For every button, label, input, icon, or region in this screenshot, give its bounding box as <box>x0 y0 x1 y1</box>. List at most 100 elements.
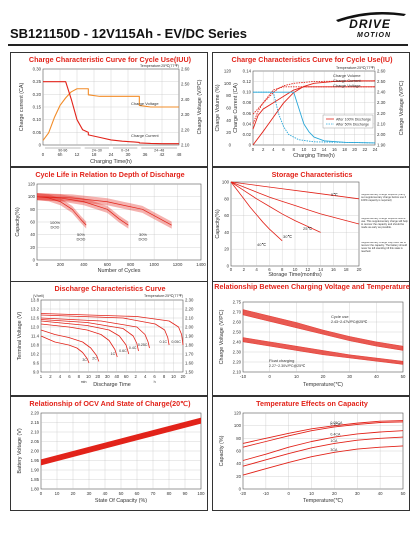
y-axis-label: Capacity (%) <box>219 435 225 466</box>
x-tick-label: 6 <box>282 147 285 152</box>
x-tick-label: 14 <box>318 267 323 272</box>
y-tick-label: 1.70 <box>185 352 194 357</box>
x-tick-label: 8 <box>163 374 166 379</box>
y-tick-label: 120 <box>234 411 242 416</box>
series-charge-voltage <box>42 88 179 141</box>
header-divider <box>8 44 408 46</box>
y-axis-label: Charge Volume (%) <box>215 84 221 131</box>
chart-panel-iuu: Charge Characteristic Curve for Cycle Us… <box>10 52 208 167</box>
x-tick-label: 10 <box>171 374 176 379</box>
y-tick-label: 2.05 <box>31 439 40 444</box>
x-tick-label: 10 <box>293 267 298 272</box>
y-tick-label: 2.20 <box>31 411 40 416</box>
x-tick-label: 24 <box>373 147 378 152</box>
unit-label: (V/cell) <box>33 294 44 298</box>
y-tick-label: 2.10 <box>233 370 242 375</box>
series-label-rate: 0.25C <box>138 343 148 347</box>
x-tick-label: 20 <box>181 374 186 379</box>
series-label-dod: 100% DOD <box>50 220 61 230</box>
y-tick-label: 1.85 <box>31 477 40 482</box>
x-tick-label: 2 <box>49 374 52 379</box>
bracket-label: 24~48 <box>154 149 164 153</box>
y-tick-label: 100 <box>234 423 242 428</box>
x-axis-label: Charging Time(h) <box>90 159 132 165</box>
series-label-rate: 0.4C <box>129 346 137 350</box>
x-tick-label: 60 <box>124 374 129 379</box>
y-tick-label: 2.30 <box>233 350 242 355</box>
x-tick-label: 40 <box>378 491 383 496</box>
y-tick-label: 1.90 <box>31 468 40 473</box>
y-tick-label: 40 <box>224 230 229 235</box>
bracket-label: 0~24 <box>121 149 129 153</box>
series-line-2 <box>230 181 360 225</box>
y-tick-label: 2.70 <box>233 310 242 315</box>
series-label-rate: 0.05CA <box>330 421 343 425</box>
x-tick-label: 70 <box>151 491 156 496</box>
series-line-0 <box>40 335 90 364</box>
chart-title: Charge Characteristic Curve for Cycle Us… <box>29 55 192 64</box>
chart-panel-cycle-life: Cycle Life in Relation to Depth of Disch… <box>10 167 208 282</box>
annotation-float-sub: 2.27~2.30V/PC@25℃ <box>269 364 306 368</box>
x-tick-label: 22 <box>362 147 367 152</box>
y-tick-label: 2.15 <box>31 420 40 425</box>
x-tick-label: 1000 <box>149 262 159 267</box>
y-tick-label: 10.8 <box>31 343 40 348</box>
x-tick-label: 0 <box>230 267 233 272</box>
x-tick-label: 90 <box>183 491 188 496</box>
y-tick-label: 1.80 <box>185 343 194 348</box>
storage-note: Supplementary charge required before use… <box>361 218 408 229</box>
y-tick-label: 2.50 <box>233 330 242 335</box>
chart-title: Temperature Effects on Capacity <box>256 399 368 408</box>
series-label-rate: 2C <box>92 357 97 361</box>
y-tick-label: 0 <box>239 487 242 492</box>
x-tick-label: 200 <box>57 262 65 267</box>
y-tick-label: 2.20 <box>233 360 242 365</box>
y-tick-label: 11.4 <box>31 334 40 339</box>
series-label-rate: 0.6C <box>119 349 127 353</box>
x-tick-label: 30 <box>355 491 360 496</box>
annotation-float: Float charging <box>269 358 294 363</box>
page-title: SB121150D - 12V115Ah - EV/DC Series <box>10 26 248 41</box>
x-axis-label: State Of Capacity (%) <box>95 498 147 504</box>
x-tick-label: 48 <box>177 152 182 157</box>
y-tick-label: 0.20 <box>33 92 42 97</box>
curve-label-volume: Charge Volume <box>333 73 361 78</box>
series-charge-current-50- <box>253 91 376 144</box>
y-tick-label: 2.60 <box>377 69 386 74</box>
series-band-ocv <box>41 417 201 466</box>
y-tick-label: 2.10 <box>181 143 190 148</box>
x-tick-label: 2 <box>134 374 137 379</box>
chart-panel-iu: Charge Characteristics Curve for Cycle U… <box>212 52 410 167</box>
series-line-0 <box>242 420 404 444</box>
y-tick-label: 0.06 <box>243 111 252 116</box>
chart-title: Discharge Characteristics Curve <box>54 284 165 293</box>
x-tick-label: 10 <box>309 491 314 496</box>
series-label-dod: 50% DOD <box>77 232 86 242</box>
x-tick-label: 8 <box>78 374 81 379</box>
y-tick-label: 120 <box>224 69 232 74</box>
logo-swoosh <box>336 12 406 22</box>
y-tick-label: 12.0 <box>31 325 40 330</box>
chart-svg-chgvolt: Relationship Between Charging Voltage an… <box>214 282 409 388</box>
y-tick-label: 2.10 <box>31 430 40 435</box>
y-tick-label: 1.80 <box>31 487 40 492</box>
storage-note-box: Supplementary charge may often fail to r… <box>361 242 407 253</box>
y-tick-label: 1.50 <box>185 370 194 375</box>
y-axis-label: Charge Voltage (V/PC) <box>399 80 405 135</box>
x-tick-label: 4 <box>272 147 275 152</box>
x-tick-label: 20 <box>95 374 100 379</box>
series-line-4 <box>242 445 404 476</box>
y-tick-label: 80 <box>236 436 241 441</box>
series-label-rate: 0.05C <box>171 340 181 344</box>
x-axis-label: Discharge Time <box>93 382 130 388</box>
x-tick-label: 6 <box>268 267 271 272</box>
x-tick-label: 0 <box>36 262 39 267</box>
y-tick-label: 0.15 <box>33 105 42 110</box>
x-tick-label: 6 <box>68 374 71 379</box>
x-unit-h: h <box>154 380 156 384</box>
series-label-line: 50% <box>77 232 85 237</box>
y-tick-label: 0.04 <box>243 121 252 126</box>
x-tick-label: 18 <box>342 147 347 152</box>
series-line-2 <box>36 196 172 226</box>
y-axis-label: Capacity(%) <box>15 207 21 237</box>
